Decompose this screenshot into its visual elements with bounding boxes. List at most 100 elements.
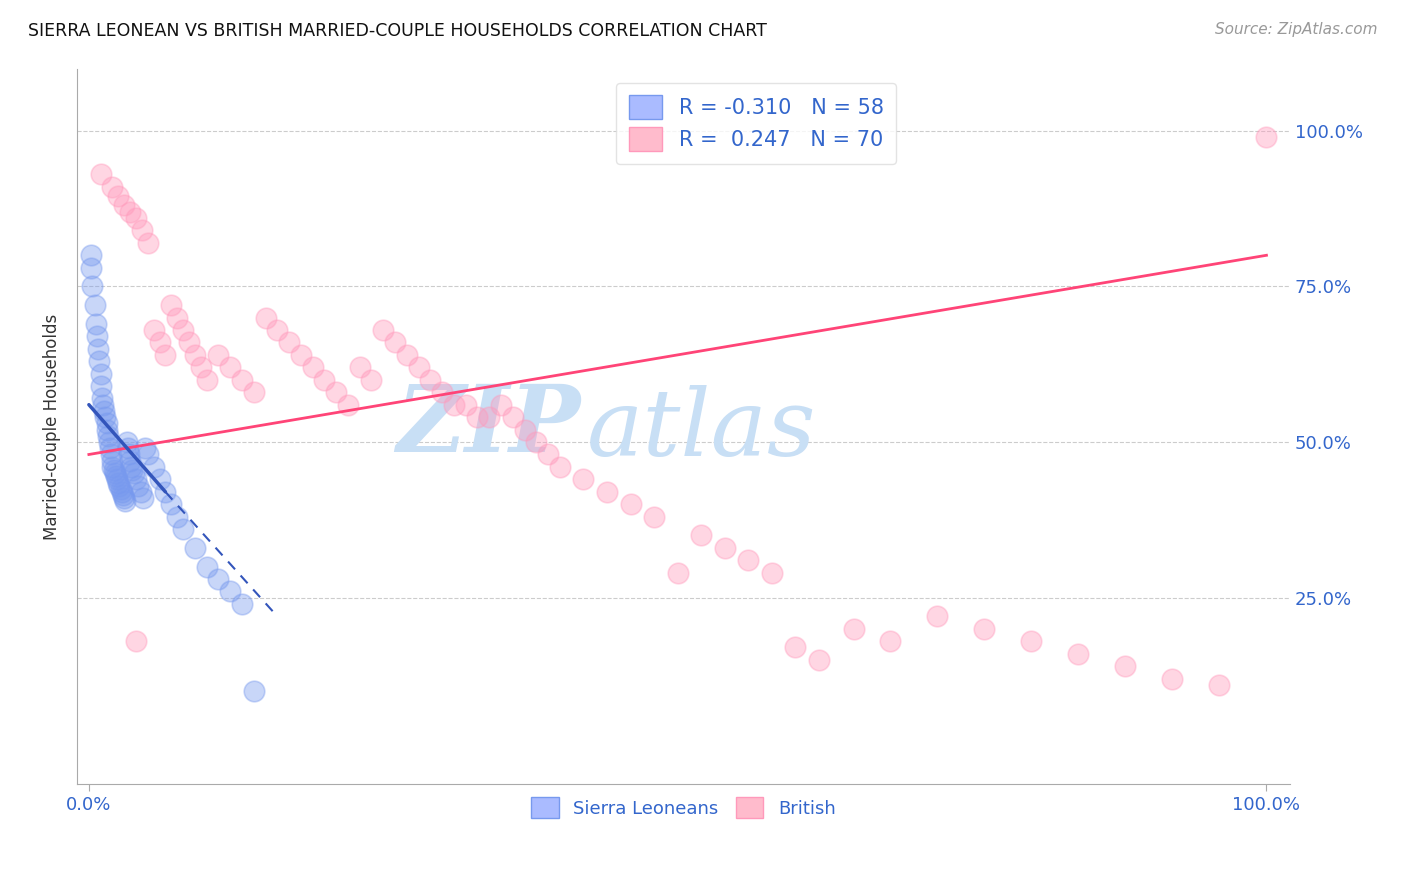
Point <box>114 494 136 508</box>
Point <box>231 597 253 611</box>
Point <box>231 373 253 387</box>
Point <box>110 482 132 496</box>
Point <box>713 541 735 555</box>
Point <box>90 392 112 406</box>
Point <box>132 491 155 505</box>
Point <box>524 435 547 450</box>
Point <box>384 335 406 350</box>
Point <box>207 348 229 362</box>
Point <box>596 484 619 499</box>
Point <box>107 475 129 490</box>
Point <box>548 459 571 474</box>
Point <box>80 248 103 262</box>
Point <box>195 373 218 387</box>
Point <box>101 453 124 467</box>
Point <box>111 488 134 502</box>
Point <box>177 335 200 350</box>
Point <box>443 398 465 412</box>
Point <box>690 528 713 542</box>
Point <box>349 360 371 375</box>
Point <box>190 360 212 375</box>
Point <box>129 484 152 499</box>
Point <box>100 448 122 462</box>
Point <box>207 572 229 586</box>
Point <box>290 348 312 362</box>
Point <box>101 459 124 474</box>
Point <box>160 298 183 312</box>
Point <box>142 323 165 337</box>
Point <box>1019 634 1042 648</box>
Point <box>973 622 995 636</box>
Point <box>97 435 120 450</box>
Point <box>454 398 477 412</box>
Point <box>117 442 139 456</box>
Point <box>360 373 382 387</box>
Point <box>785 640 807 655</box>
Point <box>1256 130 1278 145</box>
Point <box>104 469 127 483</box>
Point <box>136 448 159 462</box>
Point <box>86 329 108 343</box>
Point <box>242 385 264 400</box>
Point <box>96 423 118 437</box>
Point <box>82 279 104 293</box>
Point <box>325 385 347 400</box>
Point <box>122 466 145 480</box>
Point <box>108 478 131 492</box>
Point <box>219 584 242 599</box>
Point <box>1067 647 1090 661</box>
Point <box>643 509 665 524</box>
Point <box>172 323 194 337</box>
Point <box>155 348 177 362</box>
Point <box>373 323 395 337</box>
Point <box>879 634 901 648</box>
Point <box>478 410 501 425</box>
Point <box>125 472 148 486</box>
Point <box>87 342 110 356</box>
Point <box>1208 678 1230 692</box>
Point <box>419 373 441 387</box>
Point <box>761 566 783 580</box>
Point <box>121 463 143 477</box>
Point <box>90 379 112 393</box>
Point <box>93 404 115 418</box>
Point <box>844 622 866 636</box>
Point <box>572 472 595 486</box>
Point <box>134 442 156 456</box>
Point <box>1114 659 1136 673</box>
Point <box>242 684 264 698</box>
Point <box>83 298 105 312</box>
Point <box>120 204 142 219</box>
Point <box>502 410 524 425</box>
Point <box>125 211 148 225</box>
Point <box>807 653 830 667</box>
Point <box>266 323 288 337</box>
Point <box>666 566 689 580</box>
Text: ZIP: ZIP <box>396 382 581 472</box>
Point <box>115 435 138 450</box>
Point <box>112 198 135 212</box>
Point <box>430 385 453 400</box>
Point <box>136 235 159 250</box>
Point <box>408 360 430 375</box>
Point <box>278 335 301 350</box>
Point <box>489 398 512 412</box>
Point <box>105 472 128 486</box>
Point <box>97 429 120 443</box>
Point <box>107 189 129 203</box>
Point <box>103 463 125 477</box>
Point <box>125 634 148 648</box>
Point <box>80 260 103 275</box>
Point <box>184 348 207 362</box>
Point <box>155 484 177 499</box>
Point <box>160 497 183 511</box>
Y-axis label: Married-couple Households: Married-couple Households <box>44 313 60 540</box>
Legend: Sierra Leoneans, British: Sierra Leoneans, British <box>524 790 842 825</box>
Point <box>195 559 218 574</box>
Point <box>142 459 165 474</box>
Point <box>112 491 135 505</box>
Point <box>467 410 489 425</box>
Point <box>96 417 118 431</box>
Point <box>148 472 170 486</box>
Point <box>91 398 114 412</box>
